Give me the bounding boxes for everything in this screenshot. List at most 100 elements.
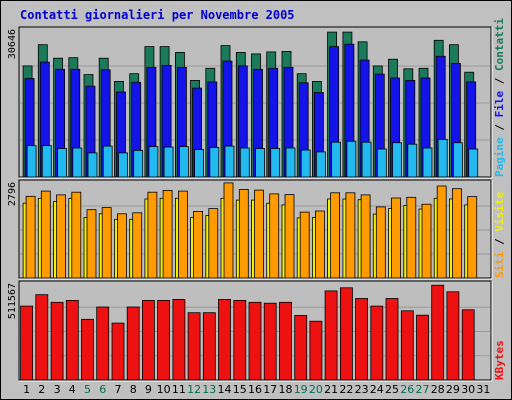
x-label-day-12: 12	[187, 383, 201, 396]
bar-pagine-day-1	[26, 145, 37, 178]
bar-siti-day-17	[269, 193, 280, 279]
bar-pagine-day-23	[361, 141, 372, 178]
bar-kbytes-day-14	[218, 298, 231, 381]
bar-pagine-day-16	[255, 148, 265, 178]
bar-kbytes-day-9	[141, 299, 155, 381]
bar-siti-day-11	[177, 190, 188, 279]
bar-pagine-day-13	[209, 147, 220, 178]
side-legend-part-mid-0: Siti	[493, 251, 506, 278]
bar-siti-day-6	[101, 207, 112, 279]
bar-siti-day-27	[421, 203, 432, 279]
bar-siti-day-3	[56, 194, 66, 279]
bar-pagine-day-30	[468, 148, 479, 178]
bar-kbytes-day-6	[96, 306, 110, 381]
bar-kbytes-day-24	[370, 305, 384, 381]
x-label-day-22: 22	[339, 383, 353, 396]
bar-siti-day-22	[345, 192, 356, 279]
x-label-day-13: 13	[202, 383, 216, 396]
bar-kbytes-day-8	[126, 306, 140, 381]
x-label-day-18: 18	[279, 383, 293, 396]
x-label-day-4: 4	[69, 383, 76, 396]
bar-kbytes-day-15	[233, 299, 247, 381]
bar-pagine-day-18	[285, 147, 296, 178]
x-label-day-23: 23	[355, 383, 369, 396]
bar-pagine-day-29	[452, 142, 463, 178]
bar-siti-day-28	[436, 185, 447, 279]
bar-pagine-day-25	[392, 142, 402, 178]
bar-siti-day-10	[162, 189, 173, 279]
x-label-day-26: 26	[400, 383, 414, 396]
bar-siti-day-13	[208, 208, 219, 279]
bar-pagine-day-19	[300, 149, 311, 178]
bar-kbytes-day-17	[263, 302, 277, 381]
bar-kbytes-day-23	[355, 298, 369, 381]
bar-kbytes-day-12	[187, 312, 201, 381]
bar-siti-day-19	[299, 211, 310, 279]
bar-kbytes-day-28	[431, 284, 445, 381]
y-max-label-bot: 511567	[7, 283, 18, 319]
bar-siti-day-4	[71, 191, 82, 279]
bar-pagine-day-6	[102, 145, 113, 178]
bar-siti-day-23	[360, 194, 371, 279]
bar-pagine-day-2	[41, 145, 52, 178]
bar-pagine-day-20	[315, 151, 326, 178]
bar-kbytes-day-7	[111, 322, 125, 381]
bar-siti-day-2	[40, 190, 51, 279]
x-label-day-9: 9	[145, 383, 152, 396]
bar-siti-day-30	[467, 196, 478, 279]
side-legend-part-top-2: File	[493, 91, 506, 118]
bar-pagine-day-10	[163, 146, 174, 178]
bar-siti-day-29	[451, 188, 462, 279]
x-label-day-24: 24	[370, 383, 384, 396]
bar-pagine-day-17	[270, 148, 281, 178]
bar-siti-day-5	[86, 209, 97, 279]
bar-pagine-day-28	[437, 138, 448, 178]
side-legend-bot: KBytes	[493, 340, 506, 380]
bar-pagine-day-22	[346, 140, 357, 178]
x-label-day-31: 31	[476, 383, 490, 396]
bar-pagine-day-8	[133, 149, 144, 178]
bar-pagine-day-24	[376, 148, 387, 178]
bar-pagine-day-7	[118, 152, 128, 178]
bar-kbytes-day-1	[20, 305, 34, 381]
bar-kbytes-day-13	[202, 312, 216, 381]
side-legend-part-top-1: /	[493, 117, 506, 137]
side-legend-top: Pagine / File / Contatti	[493, 18, 506, 177]
bar-kbytes-day-27	[416, 314, 429, 381]
bar-pagine-day-14	[224, 145, 235, 178]
bar-kbytes-day-5	[81, 318, 94, 381]
bar-kbytes-day-11	[172, 298, 186, 381]
bar-pagine-day-26	[407, 143, 418, 178]
bar-pagine-day-12	[194, 149, 205, 178]
bar-siti-day-20	[314, 210, 325, 279]
side-legend-part-mid-1: /	[493, 232, 506, 252]
bar-kbytes-day-22	[339, 287, 353, 381]
bar-pagine-day-3	[57, 148, 67, 178]
x-label-day-29: 29	[446, 383, 460, 396]
bar-siti-day-8	[132, 212, 143, 279]
bar-kbytes-day-25	[385, 298, 399, 381]
bar-siti-day-18	[284, 194, 295, 279]
bar-siti-day-15	[238, 188, 249, 279]
y-max-label-top: 30646	[7, 29, 18, 59]
panel-bot: 511567 KBytes	[7, 280, 506, 382]
bar-kbytes-day-29	[446, 291, 460, 381]
bar-siti-day-24	[375, 206, 386, 279]
bar-pagine-day-9	[148, 146, 159, 178]
x-label-day-28: 28	[431, 383, 445, 396]
bar-siti-day-9	[147, 191, 158, 279]
y-max-label-mid: 2796	[7, 182, 18, 206]
bar-kbytes-day-18	[279, 301, 292, 381]
bar-siti-day-1	[25, 195, 36, 279]
bar-pagine-day-15	[239, 147, 250, 178]
side-legend-part-top-4: Contatti	[493, 18, 506, 71]
x-label-day-20: 20	[309, 383, 323, 396]
x-label-day-16: 16	[248, 383, 262, 396]
bar-kbytes-day-30	[461, 309, 475, 381]
bar-siti-day-26	[406, 196, 417, 279]
bar-siti-day-12	[193, 210, 204, 279]
bar-siti-day-16	[254, 189, 264, 279]
bar-kbytes-day-16	[248, 301, 262, 381]
bar-siti-day-25	[391, 197, 401, 279]
